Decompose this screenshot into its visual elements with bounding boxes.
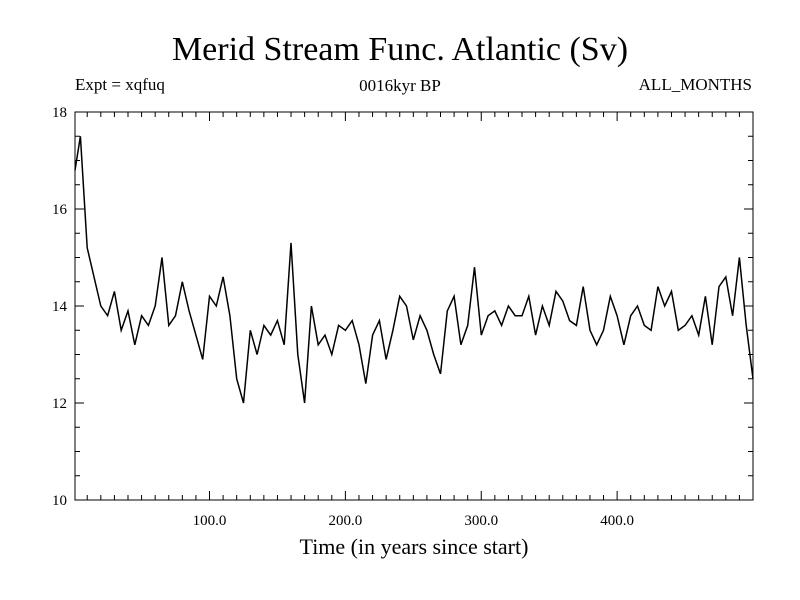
y-tick-label: 10 [52,493,67,509]
chart-title: Merid Stream Func. Atlantic (Sv) [171,31,629,68]
y-tick-label: 14 [52,299,68,315]
x-tick-label: 200.0 [329,513,363,529]
x-tick-label: 100.0 [193,513,227,529]
y-tick-label: 16 [52,202,68,218]
x-axis-label: Time (in years since start) [299,534,529,559]
y-tick-label: 12 [52,396,67,412]
x-tick-label: 400.0 [600,513,634,529]
experiment-label: Expt = xqfuq [75,75,165,94]
months-label: ALL_MONTHS [638,75,752,94]
series-line [74,136,754,404]
y-tick-label: 18 [52,105,67,121]
period-label: 0016kyr BP [359,76,441,95]
x-tick-label: 300.0 [464,513,498,529]
